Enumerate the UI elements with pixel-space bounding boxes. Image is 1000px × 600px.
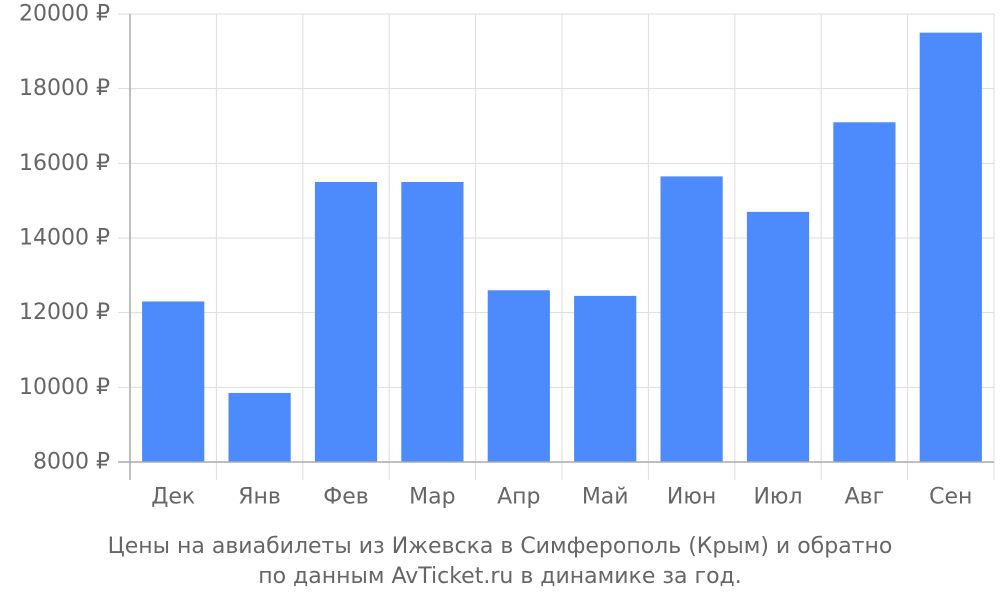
bar-6 [574,295,637,462]
y-tick-label: 20000 ₽ [19,2,110,27]
x-tick-label: Июл [753,485,802,510]
x-tick-label: Сен [929,485,972,510]
x-tick-labels: Дек Янв Фев Мар Апр Май Июн Июл Авг Сен [151,485,972,510]
y-tick-label: 14000 ₽ [19,226,110,251]
x-tick-label: Янв [238,485,281,510]
bar-1 [142,301,205,462]
x-tick-label: Апр [497,485,540,510]
chart-caption-line-2: по данным AvTicket.ru в динамике за год. [258,564,742,589]
y-tick-label: 8000 ₽ [33,450,110,475]
grid-lines [118,13,995,480]
bar-10 [919,32,982,463]
x-tick-label: Май [582,485,629,510]
y-tick-labels: 8000 ₽ 10000 ₽ 12000 ₽ 14000 ₽ 16000 ₽ 18000 … [19,2,110,475]
x-tick-label: Июн [667,485,716,510]
bar-3 [314,182,378,462]
y-tick-label: 16000 ₽ [19,151,110,176]
y-tick-label: 18000 ₽ [19,76,110,101]
bar-4 [401,182,464,462]
bar-5 [487,290,550,462]
bars [142,32,982,463]
bar-2 [228,392,291,462]
y-tick-label: 12000 ₽ [19,300,110,325]
chart-caption-line-1: Цены на авиабилеты из Ижевска в Симфероп… [107,534,893,559]
bar-9 [833,122,896,463]
y-tick-label: 10000 ₽ [19,375,110,400]
bar-8 [746,211,810,462]
x-tick-label: Авг [845,485,885,510]
x-tick-label: Фев [323,485,368,510]
bar-7 [660,176,723,462]
axes [118,14,994,480]
x-tick-label: Дек [151,485,195,510]
x-tick-label: Мар [409,485,455,510]
